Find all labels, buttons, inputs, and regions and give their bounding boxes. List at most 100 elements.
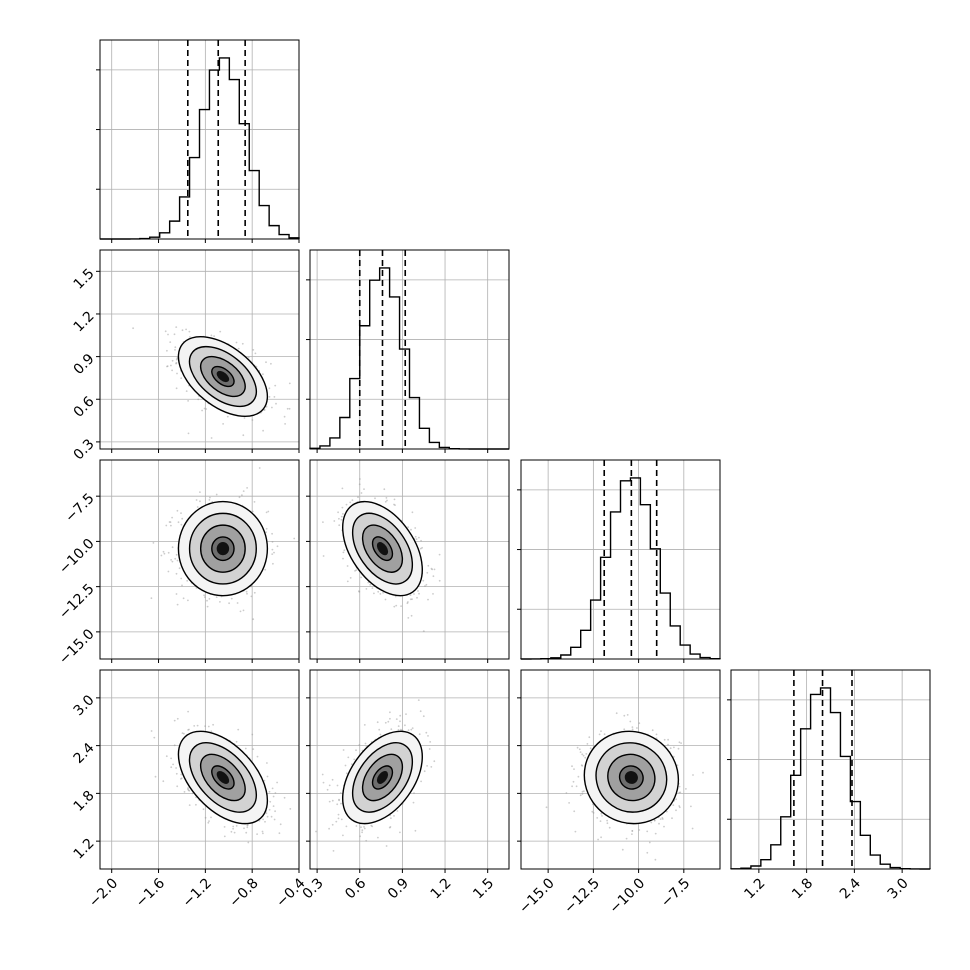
sample-point [430, 567, 433, 570]
sample-point [389, 826, 392, 828]
sample-point [175, 593, 178, 595]
sample-point [286, 407, 289, 410]
sample-point [215, 493, 218, 496]
sample-point [672, 804, 675, 806]
axes-frame [520, 459, 721, 660]
sample-point [171, 516, 174, 519]
sample-point [385, 845, 388, 847]
sample-point [262, 373, 264, 376]
sample-point [171, 546, 174, 549]
sample-point [353, 758, 356, 761]
axes-frame [730, 669, 931, 870]
sample-point [268, 808, 271, 811]
sample-point [233, 831, 236, 834]
sample-point [279, 823, 282, 826]
sample-point [623, 714, 626, 717]
sample-point [265, 405, 268, 408]
sample-point [433, 760, 436, 763]
scatter-panel-4-1 [96, 669, 300, 873]
sample-point [187, 400, 190, 402]
sample-point [271, 532, 273, 535]
sample-point [422, 630, 425, 632]
sample-point [347, 756, 350, 759]
sample-point [418, 733, 421, 736]
y-tick-label: 1.5 [71, 266, 98, 293]
sample-point [386, 499, 388, 502]
sample-point [342, 749, 345, 751]
sample-point [338, 517, 340, 520]
sample-point [322, 555, 325, 557]
sample-point [654, 832, 657, 835]
sample-point [571, 785, 573, 788]
plot-area [545, 712, 704, 861]
x-tick-label: 0.3 [300, 875, 327, 902]
sample-point [387, 720, 390, 723]
sample-point [407, 617, 410, 619]
sample-point [176, 717, 179, 720]
sample-point [237, 728, 240, 731]
sample-point [180, 778, 182, 780]
scatter-panel-2-1 [96, 249, 300, 453]
sample-point [340, 518, 343, 521]
sample-point [376, 721, 379, 724]
sample-point [235, 740, 238, 743]
sample-point [247, 841, 250, 844]
sample-point [180, 377, 183, 380]
sample-point [667, 743, 669, 746]
sample-point [223, 835, 226, 838]
sample-point [265, 511, 268, 514]
histogram-panel-4 [727, 669, 931, 873]
sample-point [692, 774, 694, 776]
y-tick-label: −15.0 [56, 626, 98, 668]
sample-point [416, 596, 418, 599]
x-tick-label: −2.0 [86, 875, 121, 910]
sample-point [342, 551, 345, 554]
sample-point [202, 808, 205, 811]
sample-point [363, 826, 365, 828]
sample-point [599, 820, 602, 822]
sample-point [344, 764, 347, 767]
sample-point [188, 804, 191, 806]
sample-point [174, 557, 177, 560]
y-tick-label: −12.5 [56, 581, 98, 623]
sample-point [245, 590, 248, 593]
histogram-step [730, 687, 931, 870]
sample-point [235, 825, 238, 827]
sample-point [379, 733, 382, 736]
sample-point [181, 517, 184, 520]
density-peak [216, 542, 230, 556]
sample-point [215, 596, 218, 598]
sample-point [340, 818, 343, 821]
sample-point [235, 341, 238, 344]
sample-point [171, 560, 174, 563]
sample-point [363, 827, 366, 830]
sample-point [580, 764, 583, 766]
sample-point [253, 501, 256, 503]
sample-point [409, 598, 412, 601]
sample-point [251, 510, 254, 513]
sample-point [187, 710, 190, 713]
sample-point [242, 609, 245, 612]
axes-frame [309, 459, 510, 660]
x-tick-label: 0.6 [342, 875, 369, 902]
sample-point [268, 790, 271, 793]
sample-point [271, 553, 274, 555]
sample-point [685, 788, 687, 790]
sample-point [243, 827, 245, 830]
sample-point [271, 548, 274, 551]
sample-point [174, 346, 177, 349]
sample-point [579, 751, 582, 753]
sample-point [206, 599, 208, 602]
sample-point [204, 596, 206, 598]
sample-point [189, 336, 191, 338]
sample-point [631, 830, 634, 832]
sample-point [183, 791, 186, 793]
contour-line [361, 753, 404, 802]
sample-point [626, 714, 629, 716]
sample-point [180, 523, 183, 526]
sample-point [241, 494, 243, 497]
contour-line [341, 730, 423, 825]
sample-point [419, 710, 422, 713]
sample-point [581, 753, 584, 756]
sample-point [333, 520, 336, 522]
